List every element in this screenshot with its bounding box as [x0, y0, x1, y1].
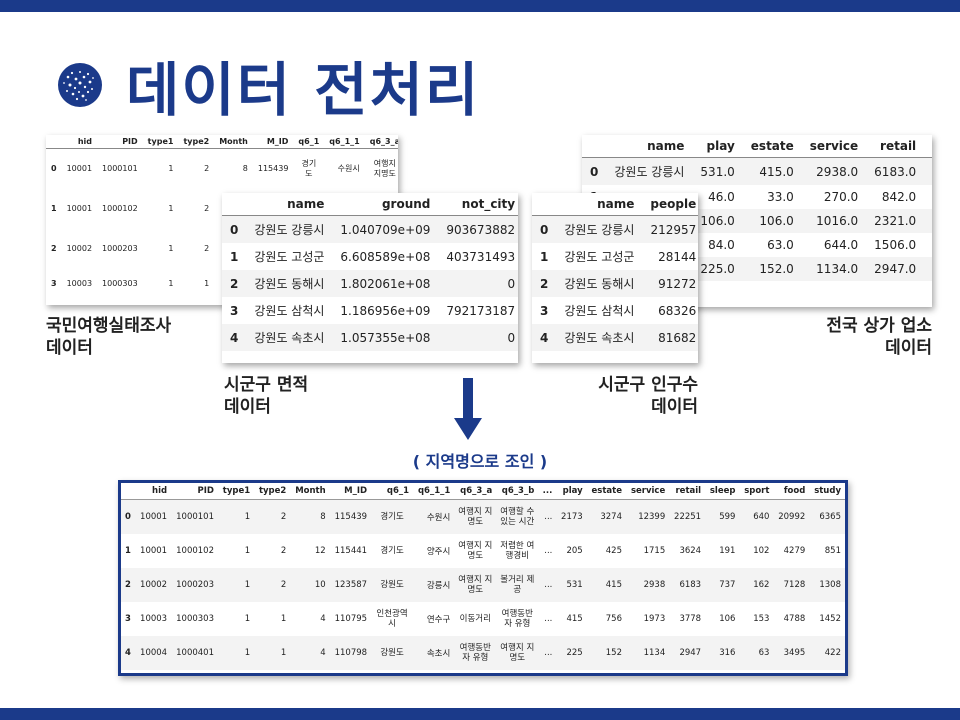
table-row: 4 강원도 속초시 1.057355e+08 0 105735518 [222, 324, 518, 351]
table-row: 4 강원도 속초시 81682 [532, 324, 698, 351]
join-label: ( 지역명으로 조인 ) [412, 452, 548, 471]
column-header: type2 [178, 135, 215, 149]
column-header: play [692, 135, 743, 158]
column-header: PID [97, 135, 143, 149]
merged-table: hid PID type1 type2 Month M_ID q6_1 q6_1… [121, 483, 845, 670]
merged-table-card: hid PID type1 type2 Month M_ID q6_1 q6_1… [118, 480, 848, 676]
column-header: study [809, 483, 845, 500]
column-header: q6_3_a [364, 135, 398, 149]
column-header: sport [739, 483, 774, 500]
column-header: service [626, 483, 670, 500]
table-row: 0 강원도 강릉시 531.0 415.0 2938.0 6183.0 737.… [582, 157, 932, 185]
population-table: name people 0 강원도 강릉시 212957 1 강원도 고성군 2… [532, 193, 698, 351]
column-header: M_ID [329, 483, 372, 500]
column-header: name [606, 135, 693, 158]
table-row: 2 10002 1000203 1 2 10 123587 강원도 강릉시 여행… [121, 568, 845, 602]
table-row: 0 10001 1000101 1 2 8 115439 경기도 수원시 여행지… [121, 499, 845, 534]
table-row: 3 강원도 삼척시 1.186956e+09 792173187 3947825… [230, 303, 516, 319]
table-row: 1 강원도 고성군 28144 [540, 249, 697, 265]
header: 데이터 전처리 [58, 50, 480, 124]
column-header: ground [332, 193, 439, 216]
column-header: type2 [254, 483, 291, 500]
column-header: M_ID [252, 135, 294, 149]
table-row: 1 46.0 33.0 270.0 842.0 271.0 [590, 190, 917, 204]
table-row: 2 강원도 동해시 91272 [532, 270, 698, 297]
column-header: retail [669, 483, 706, 500]
top-accent-bar [0, 0, 960, 12]
table-row: 4 10004 1000401 1 1 4 110798 강원도 속초시 여행동… [121, 636, 845, 670]
column-header: Month [214, 135, 253, 149]
column-header: type1 [142, 135, 179, 149]
survey-table: hid PID type1 type2 Month M_ID q6_1 q6_1… [46, 135, 398, 299]
column-header: Month [290, 483, 330, 500]
page-title: 데이터 전처리 [126, 56, 481, 124]
column-header: food [773, 483, 810, 500]
column-header: not_city [438, 193, 518, 216]
table-row: 0 강원도 강릉시 212957 [532, 215, 698, 243]
column-header: sleep [705, 483, 740, 500]
column-header: people [642, 193, 698, 216]
area-table-card: name ground not_city city 0 강원도 강릉시 1.04… [222, 193, 518, 363]
column-header: service [801, 135, 867, 158]
column-header: q6_1_1 [324, 135, 365, 149]
column-header: q6_3_b [496, 483, 539, 500]
column-header: ... [538, 483, 557, 500]
table-row: 0 강원도 강릉시 1.040709e+09 903673882 1370355… [222, 215, 518, 243]
table-row: 1 10001 1000102 1 2 12 115441 경기도 양주시 여행… [125, 541, 841, 561]
survey-caption: 국민여행실태조사 데이터 [46, 316, 172, 358]
table-row: 3 10003 1000303 1 1 4 110795 인천광역시 연수구 이… [125, 609, 841, 629]
table-row: 2 강원도 동해시 1.802061e+08 0 180206138 [222, 270, 518, 297]
bottom-accent-bar [0, 708, 960, 720]
population-table-card: name people 0 강원도 강릉시 212957 1 강원도 고성군 2… [532, 193, 698, 363]
area-table: name ground not_city city 0 강원도 강릉시 1.04… [222, 193, 518, 351]
column-header: play [556, 483, 587, 500]
column-header: PID [171, 483, 218, 500]
column-header: estate [586, 483, 626, 500]
table-row: 0 10001 1000101 1 2 8 115439 경기도 수원시 여행지… [51, 158, 396, 178]
down-arrow-icon [454, 378, 482, 446]
column-header: name [246, 193, 333, 216]
stores-caption: 전국 상가 업소 데이터 [826, 316, 932, 358]
column-header: sleep [924, 135, 932, 158]
population-caption: 시군구 인구수 데이터 [598, 375, 698, 417]
column-header: hid [135, 483, 172, 500]
column-header: type1 [217, 483, 255, 500]
table-row: 3 강원도 삼척시 68326 [540, 303, 697, 319]
column-header: retail [866, 135, 925, 158]
column-header: q6_1 [371, 483, 414, 500]
dotted-globe-logo-icon [58, 63, 102, 107]
column-header: q6_1_1 [413, 483, 455, 500]
column-header: q6_1 [293, 135, 325, 149]
column-header: estate [742, 135, 802, 158]
column-header: name [556, 193, 643, 216]
area-caption: 시군구 면적 데이터 [224, 375, 309, 417]
column-header: q6_3_a [454, 483, 497, 500]
table-row: 1 강원도 고성군 6.608589e+08 403731493 2571274… [230, 249, 516, 265]
column-header: hid [61, 135, 98, 149]
